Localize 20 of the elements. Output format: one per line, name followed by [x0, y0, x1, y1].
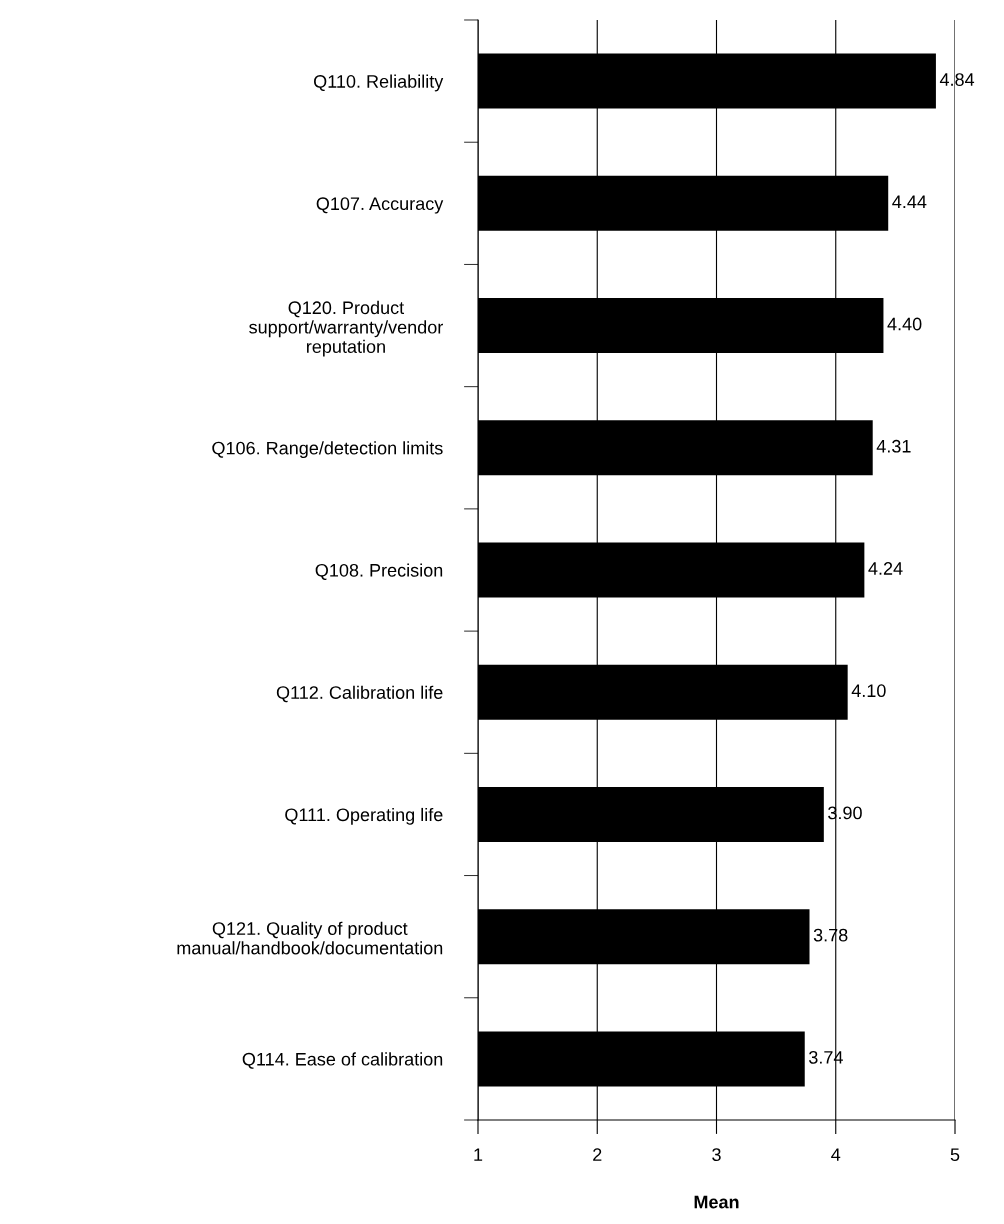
x-tick-label: 4 [831, 1148, 841, 1161]
data-label: 4.10 [851, 684, 886, 698]
y-tick-label: Q108. Precision [315, 563, 443, 580]
y-tick-label: Q107. Accuracy [316, 197, 444, 214]
y-tick-label: Q111. Operating life [285, 807, 443, 825]
x-tick-label: 5 [950, 1148, 960, 1162]
y-tick-label: Q112. Calibration life [276, 685, 443, 703]
y-tick-label: Q110. Reliability [314, 74, 444, 92]
x-tick-label: 1 [474, 1148, 483, 1161]
x-tick-label: 2 [593, 1148, 602, 1161]
x-tick-label: 3 [712, 1148, 721, 1162]
data-label: 4.31 [876, 439, 911, 453]
data-label: 4.24 [868, 562, 903, 575]
data-label: 4.40 [887, 317, 922, 331]
y-tick-label: Q120. Product support/warranty/vendor reputation [249, 300, 443, 357]
y-tick-label: Q121. Quality of product manual/handbook/documentation [177, 921, 443, 955]
x-axis-title: Mean [694, 1195, 739, 1209]
y-tick-label: Q106. Range/detection limits [212, 441, 443, 459]
y-tick-label: Q114. Ease of calibration [242, 1052, 443, 1069]
data-label: 4.44 [892, 195, 927, 208]
